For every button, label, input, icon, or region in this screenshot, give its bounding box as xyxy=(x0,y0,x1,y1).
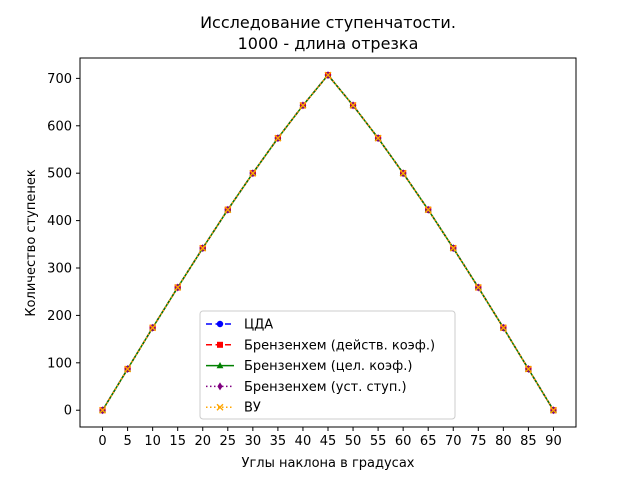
legend-label: ЦДА xyxy=(244,318,273,333)
data-point xyxy=(349,101,357,109)
data-point xyxy=(549,406,557,414)
y-tick-label: 400 xyxy=(47,214,72,229)
y-tick-label: 100 xyxy=(47,356,72,371)
x-tick-label: 35 xyxy=(270,434,287,449)
data-point xyxy=(99,406,107,414)
legend-entry: Брензенхем (действ. коэф.) xyxy=(206,338,435,353)
y-tick-label: 700 xyxy=(47,72,72,87)
x-tick-label: 65 xyxy=(420,434,437,449)
y-axis-label: Количество ступенек xyxy=(24,169,39,316)
x-tick-label: 5 xyxy=(123,434,131,449)
x-tick-label: 40 xyxy=(295,434,312,449)
data-point xyxy=(324,71,332,79)
x-tick-label: 55 xyxy=(370,434,387,449)
data-point xyxy=(124,365,132,373)
x-tick-label: 25 xyxy=(220,434,237,449)
data-point xyxy=(274,134,282,142)
legend-marker xyxy=(217,341,223,348)
x-tick-label: 70 xyxy=(445,434,462,449)
data-point xyxy=(474,283,482,291)
legend-label: Брензенхем (уст. ступ.) xyxy=(244,380,407,395)
y-tick-label: 0 xyxy=(64,404,72,419)
data-point xyxy=(299,101,307,109)
legend-entry: Брензенхем (уст. ступ.) xyxy=(206,380,407,395)
plot-area: 0 5 10 15 20 25 30 35 40 45 50 55 60 65 70 75 80 85 90 0 100… xyxy=(47,57,577,449)
y-tick-label: 500 xyxy=(47,167,72,182)
x-tick-label: 45 xyxy=(320,434,337,449)
x-tick-label: 90 xyxy=(545,434,562,449)
legend-label: ВУ xyxy=(244,401,261,416)
legend-label: Брензенхем (действ. коэф.) xyxy=(244,338,435,353)
legend: ЦДА Брензенхем (действ. коэф.) Брензенхем … xyxy=(199,310,456,420)
x-tick-label: 30 xyxy=(245,434,262,449)
x-tick-label: 75 xyxy=(470,434,487,449)
data-point xyxy=(374,134,382,142)
data-point xyxy=(449,244,457,252)
x-tick-label: 85 xyxy=(520,434,537,449)
x-tick-label: 0 xyxy=(98,434,106,449)
x-tick-label: 15 xyxy=(169,434,186,449)
x-tick-label: 60 xyxy=(395,434,412,449)
x-tick-label: 80 xyxy=(495,434,512,449)
data-point xyxy=(249,169,257,177)
data-point xyxy=(424,206,432,214)
legend-box xyxy=(199,310,456,420)
y-tick-label: 300 xyxy=(47,262,72,277)
x-tick-label: 20 xyxy=(194,434,211,449)
legend-label: Брензенхем (цел. коэф.) xyxy=(244,359,412,374)
chart-title: Исследование ступенчатости. xyxy=(200,13,456,32)
data-point xyxy=(399,169,407,177)
data-point xyxy=(524,365,532,373)
series-5 xyxy=(99,71,557,414)
legend-entry: ЦДА xyxy=(206,318,273,333)
x-axis-label: Углы наклона в градусах xyxy=(242,456,415,471)
data-point xyxy=(149,324,157,332)
legend-marker xyxy=(216,362,224,369)
x-tick-label: 50 xyxy=(345,434,362,449)
data-point xyxy=(499,324,507,332)
legend-entry: ВУ xyxy=(206,401,261,416)
legend-marker xyxy=(217,382,223,391)
legend-marker xyxy=(216,320,224,328)
y-tick-label: 200 xyxy=(47,309,72,324)
chart-subtitle: 1000 - длина отрезка xyxy=(238,34,419,53)
data-point xyxy=(174,283,182,291)
legend-marker xyxy=(216,403,224,411)
y-tick-label: 600 xyxy=(47,119,72,134)
data-point xyxy=(199,244,207,252)
legend-entry: Брензенхем (цел. коэф.) xyxy=(206,359,412,374)
x-tick-label: 10 xyxy=(144,434,161,449)
data-point xyxy=(224,206,232,214)
